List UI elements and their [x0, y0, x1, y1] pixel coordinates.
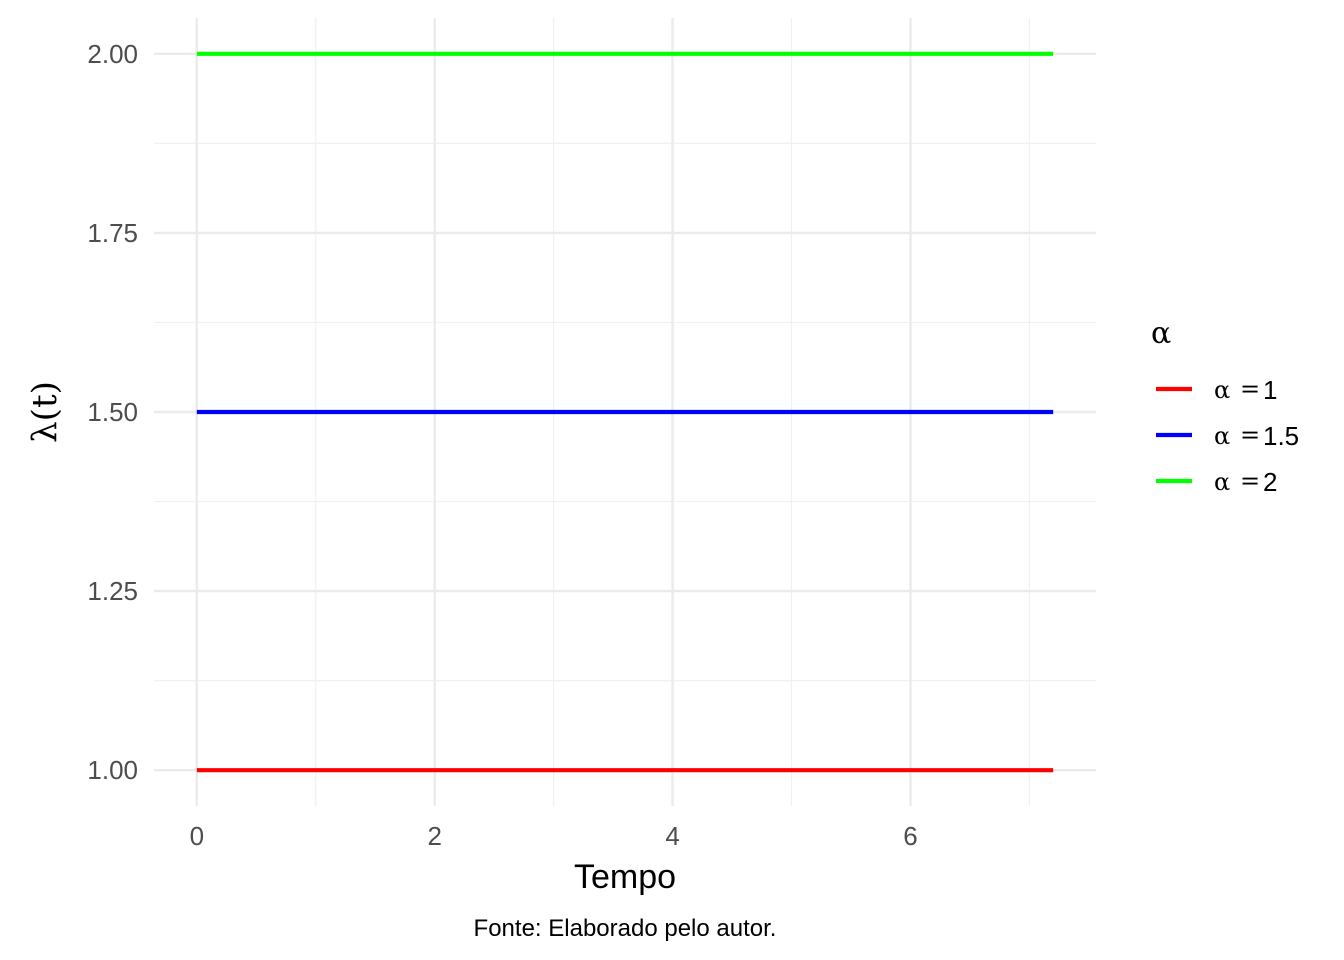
legend-title: α [1151, 316, 1171, 351]
legend-label-symbol: α [1214, 422, 1230, 450]
legend: α α = 1α = 1.5α = 2 [1151, 316, 1299, 497]
y-tick-labels: 1.00 1.25 1.50 1.75 2.00 [87, 39, 138, 785]
y-tick-label: 1.50 [87, 397, 138, 427]
legend-label-symbol: α [1214, 468, 1230, 496]
y-tick-label: 1.00 [87, 755, 138, 785]
y-tick-label: 1.25 [87, 576, 138, 606]
x-tick-label: 6 [903, 821, 917, 851]
chart-caption: Fonte: Elaborado pelo autor. [474, 915, 777, 942]
minor-gridlines [154, 18, 1096, 806]
legend-label-eq: = [1240, 375, 1260, 403]
x-tick-labels: 0 2 4 6 [190, 821, 918, 851]
x-tick-label: 0 [190, 821, 204, 851]
y-tick-label: 2.00 [87, 39, 138, 69]
legend-label-symbol: α [1214, 376, 1230, 404]
x-tick-label: 2 [427, 821, 441, 851]
legend-label-value: 1 [1263, 375, 1277, 405]
y-tick-label: 1.75 [87, 218, 138, 248]
legend-label-eq: = [1240, 467, 1260, 495]
legend-label-value: 1.5 [1263, 421, 1299, 451]
x-axis-title: Tempo [574, 858, 676, 896]
x-tick-label: 4 [665, 821, 679, 851]
y-axis-title: λ(t) [25, 381, 65, 443]
series-lines [196, 51, 1054, 773]
legend-label-eq: = [1240, 421, 1260, 449]
legend-label-value: 2 [1263, 467, 1277, 497]
